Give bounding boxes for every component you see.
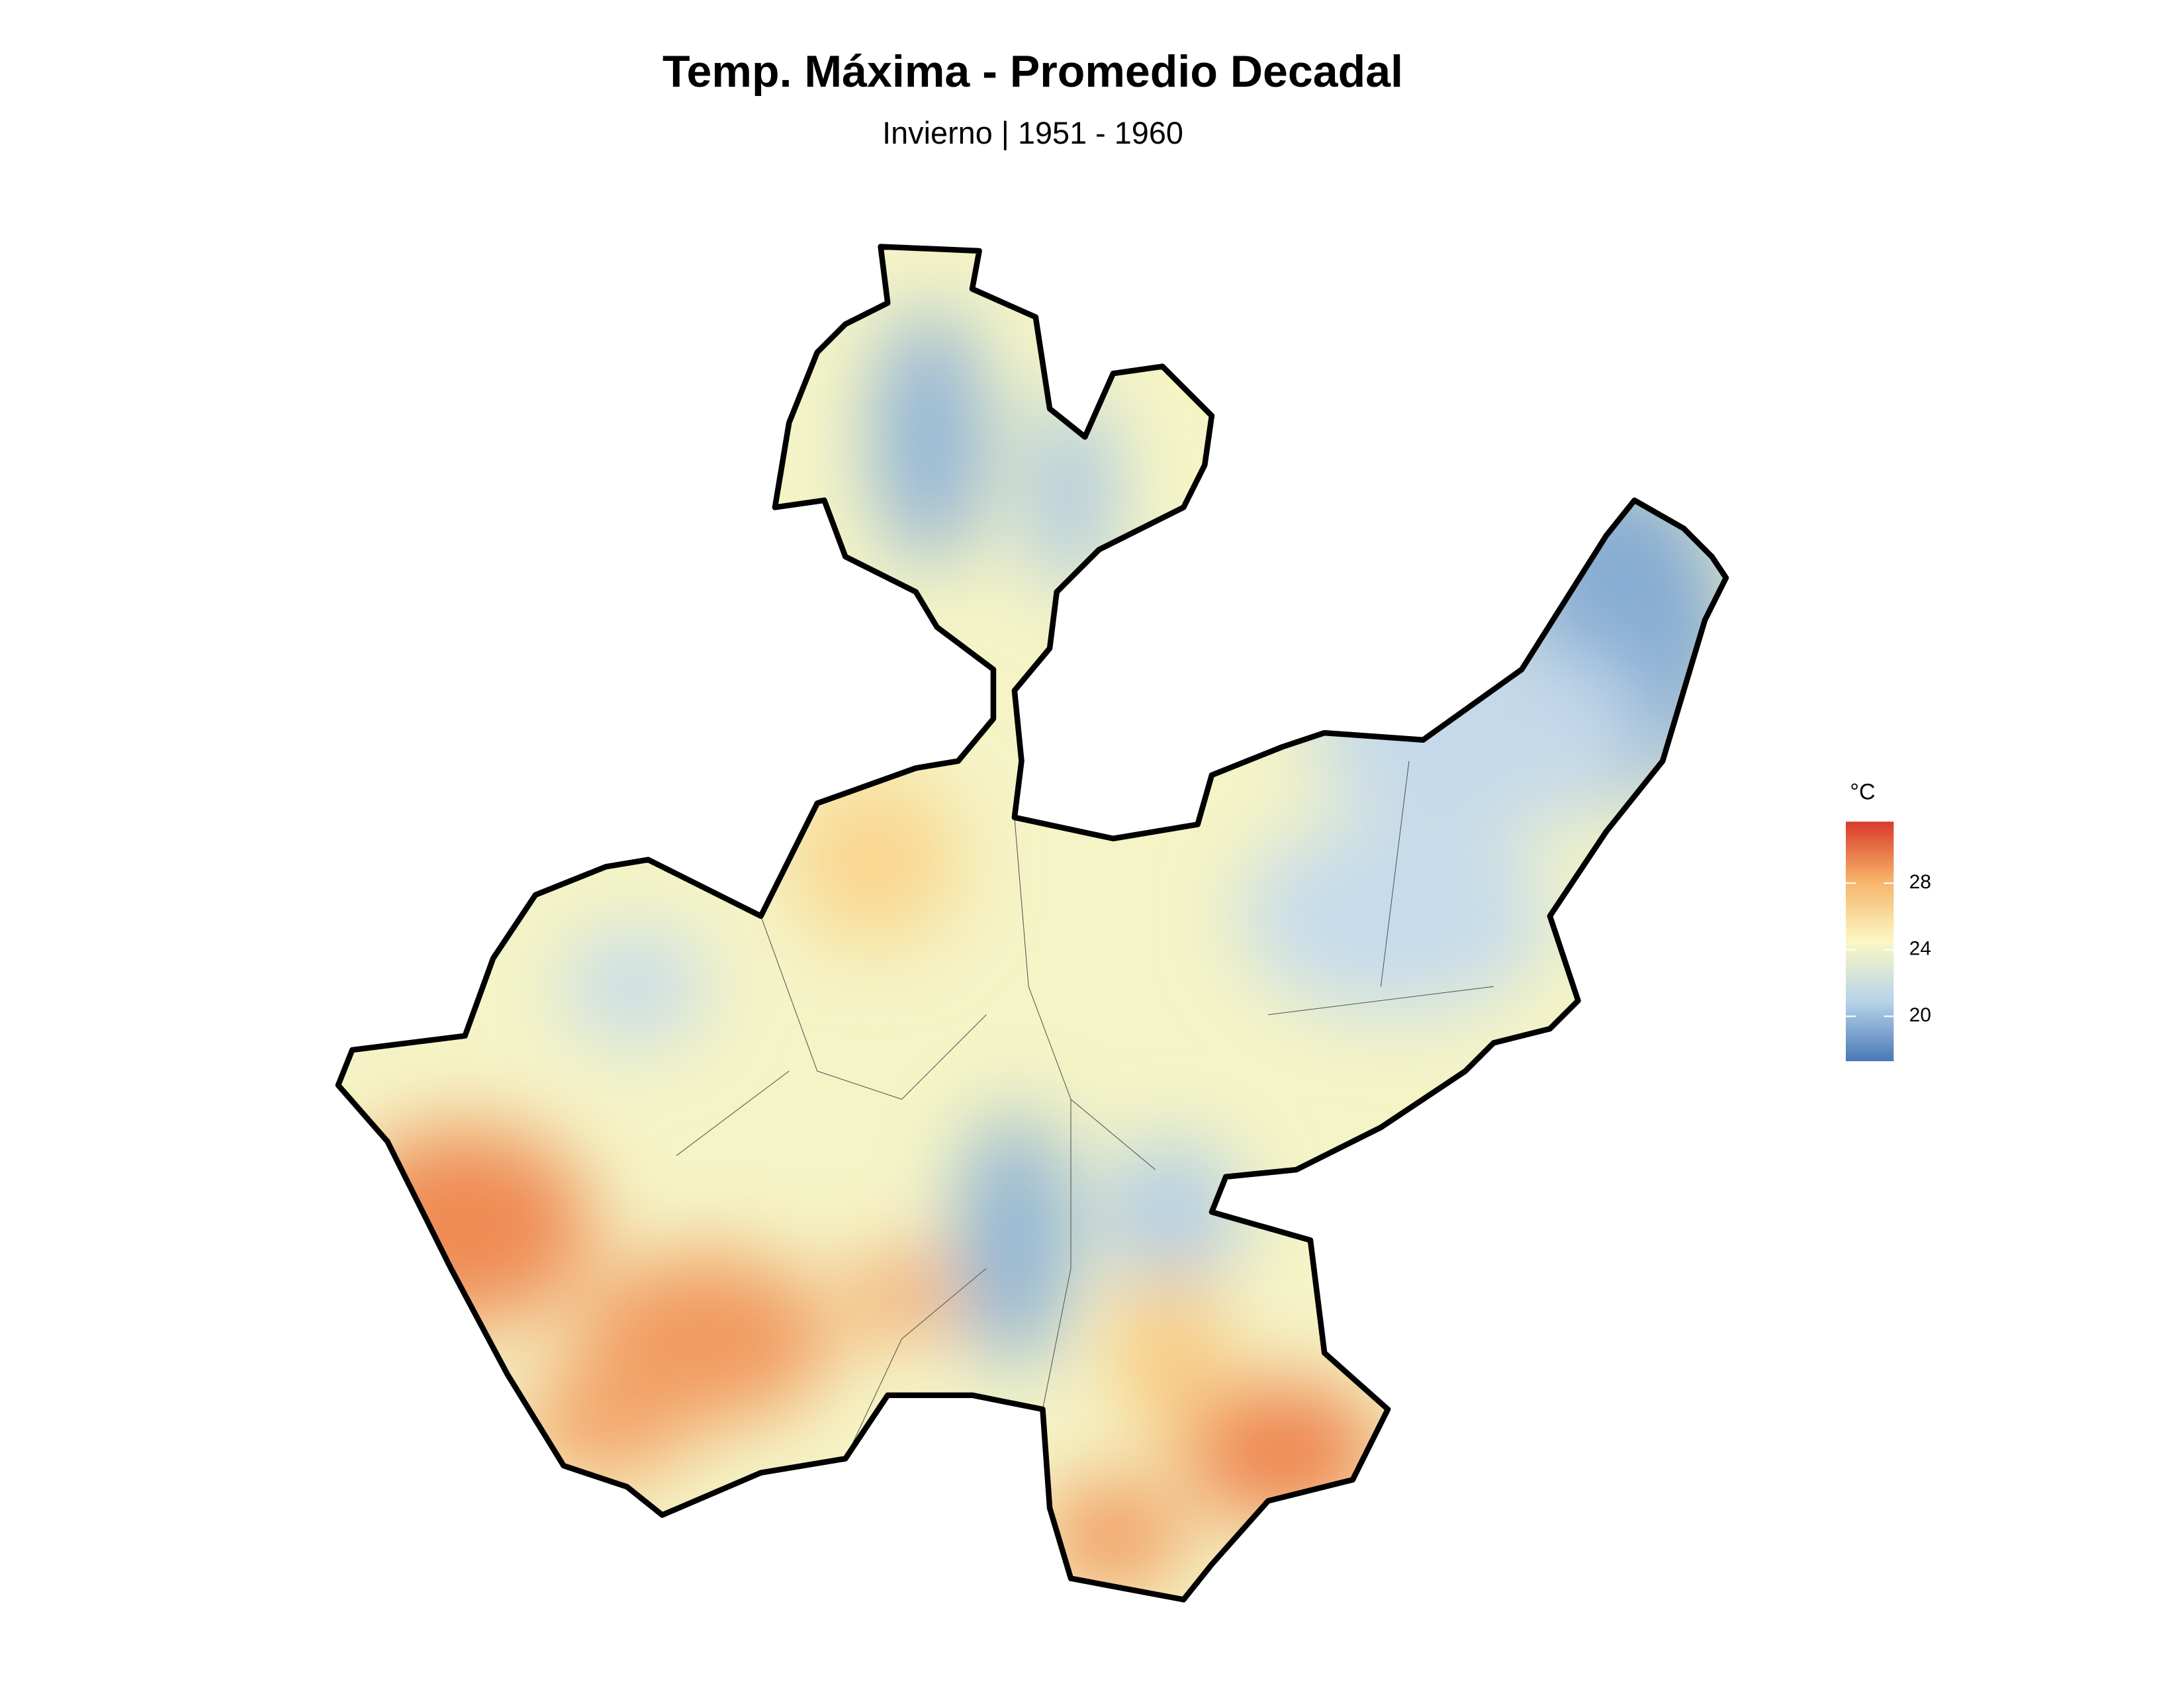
map-title: Temp. Máxima - Promedio Decadal <box>662 46 1403 97</box>
legend: °C 20 24 28 <box>1845 780 1931 1062</box>
colorbar-tick-label: 28 <box>1909 871 1931 893</box>
colorbar <box>1845 821 1894 1062</box>
map-subtitle: Invierno | 1951 - 1960 <box>882 116 1183 150</box>
legend-title: °C <box>1850 780 1875 805</box>
colorbar-tick-label: 24 <box>1909 938 1931 960</box>
plot: Temp. Máxima - Promedio Decadal Invierno… <box>282 46 1931 1621</box>
temperature-field <box>338 246 1727 1600</box>
colorbar-tick-label: 20 <box>1909 1004 1931 1026</box>
